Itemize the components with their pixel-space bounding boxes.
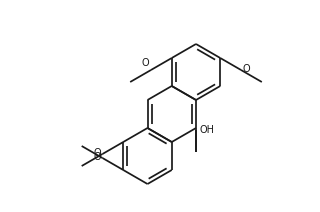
Text: O: O — [93, 152, 101, 162]
Text: O: O — [93, 148, 101, 158]
Text: O: O — [141, 58, 149, 68]
Text: OH: OH — [199, 126, 214, 135]
Text: O: O — [243, 64, 250, 74]
